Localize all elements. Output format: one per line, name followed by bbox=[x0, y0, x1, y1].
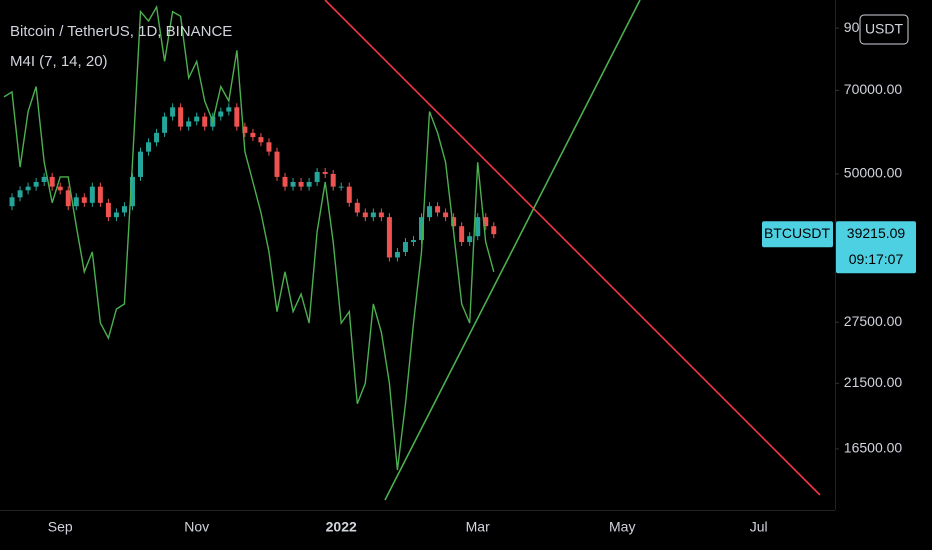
symbol-label: BTCUSDT bbox=[764, 225, 831, 241]
y-tick-label: 16500.00 bbox=[844, 440, 903, 456]
chart-title: Bitcoin / TetherUS, 1D, BINANCE bbox=[10, 23, 232, 40]
price-label: 39215.09 bbox=[847, 225, 906, 241]
x-tick-label: Sep bbox=[48, 519, 73, 535]
resistance-trendline bbox=[324, 0, 821, 496]
x-tick-label: Jul bbox=[750, 519, 768, 535]
y-tick-label: 27500.00 bbox=[844, 313, 903, 329]
x-tick-label: 2022 bbox=[326, 519, 357, 535]
support-trendline bbox=[384, 0, 641, 501]
indicator-line bbox=[3, 4, 495, 471]
symbol-label-bg bbox=[762, 221, 833, 248]
countdown-label: 09:17:07 bbox=[849, 251, 904, 267]
indicator-name: M4I (7, 14, 20) bbox=[10, 53, 108, 70]
currency-button[interactable] bbox=[859, 14, 909, 45]
x-tick-label: May bbox=[609, 519, 635, 535]
x-tick-label: Nov bbox=[184, 519, 209, 535]
price-label-bg bbox=[836, 221, 916, 274]
y-tick-label: 21500.00 bbox=[844, 374, 903, 390]
x-tick-label: Mar bbox=[466, 519, 490, 535]
y-tick-label: 70000.00 bbox=[844, 81, 903, 97]
currency-button-label[interactable]: USDT bbox=[865, 21, 904, 37]
y-tick-label: 50000.00 bbox=[844, 165, 903, 181]
